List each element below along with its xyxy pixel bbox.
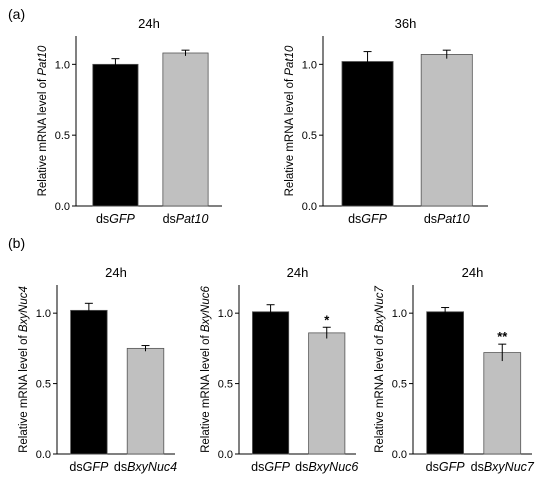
significance-marker: *: [324, 312, 330, 327]
y-axis-label-gene: BxyNuc6: [200, 285, 212, 332]
bar-BxyNuc6: [308, 332, 346, 455]
category-prefix: ds: [114, 460, 127, 474]
category-prefix: ds: [295, 460, 308, 474]
category-gene: Pat10: [437, 212, 470, 226]
significance-marker: **: [497, 329, 508, 344]
chart-1: 0.0 0.5 1.0 24h Relative mRNA level of Pat10…: [37, 16, 222, 226]
category-gene: BxyNuc4: [127, 460, 177, 474]
category-label: dsPat10: [163, 212, 209, 226]
y-tick-label: 1.0: [302, 59, 317, 71]
y-axis-label-prefix: Relative mRNA level of: [37, 76, 49, 197]
category-gene: BxyNuc7: [484, 460, 535, 474]
category-prefix: ds: [251, 460, 264, 474]
category-label: dsBxyNuc4: [114, 460, 177, 474]
bar-GFP: [92, 63, 139, 207]
chart-title: 24h: [287, 265, 309, 280]
y-tick-label: 0.5: [392, 379, 407, 391]
y-axis-label-prefix: Relative mRNA level of: [18, 332, 30, 453]
category-prefix: ds: [471, 460, 484, 474]
y-tick-label: 0.0: [302, 201, 317, 213]
y-tick-label: 1.0: [392, 308, 407, 320]
category-gene: GFP: [83, 460, 109, 474]
chart-5: 0.0 0.5 1.0 24h Relative mRNA level of BxyNu…: [374, 265, 535, 474]
bar-GFP: [252, 311, 290, 455]
y-axis-label-gene: Pat10: [284, 45, 296, 76]
chart-3: 0.0 0.5 1.0 24h Relative mRNA level of BxyNu…: [18, 265, 177, 474]
y-axis-label-prefix: Relative mRNA level of: [374, 332, 386, 453]
category-gene: GFP: [361, 212, 387, 226]
chart-title: 24h: [462, 265, 484, 280]
category-prefix: ds: [163, 212, 176, 226]
category-label: dsGFP: [348, 212, 388, 226]
category-gene: BxyNuc6: [308, 460, 358, 474]
chart-4: 0.0 0.5 1.0 24h Relative mRNA level of BxyNu…: [200, 265, 358, 474]
category-label: dsGFP: [69, 460, 109, 474]
y-tick-label: 0.5: [218, 379, 233, 391]
y-axis-label: Relative mRNA level of Pat10: [284, 45, 296, 196]
category-label: dsPat10: [424, 212, 470, 226]
y-tick-label: 1.0: [55, 59, 70, 71]
y-axis-label-prefix: Relative mRNA level of: [200, 332, 212, 453]
category-prefix: ds: [96, 212, 109, 226]
category-gene: Pat10: [176, 212, 209, 226]
category-prefix: ds: [424, 212, 437, 226]
category-prefix: ds: [348, 212, 361, 226]
y-axis-label-gene: BxyNuc7: [374, 285, 386, 332]
y-tick-label: 1.0: [218, 308, 233, 320]
y-tick-label: 0.0: [55, 201, 70, 213]
bar-BxyNuc4: [126, 347, 165, 455]
chart-2: 0.0 0.5 1.0 36h Relative mRNA level of Pat10…: [284, 16, 488, 226]
category-label: dsGFP: [251, 460, 291, 474]
category-gene: GFP: [264, 460, 290, 474]
category-label: dsGFP: [96, 212, 136, 226]
y-tick-label: 0.5: [302, 130, 317, 142]
category-gene: GFP: [109, 212, 135, 226]
category-gene: GFP: [439, 460, 465, 474]
y-tick-label: 0.0: [218, 449, 233, 461]
chart-title: 24h: [138, 16, 160, 31]
panel-label-a: (a): [8, 6, 25, 22]
bar-Pat10: [162, 52, 209, 207]
category-label: dsGFP: [426, 460, 466, 474]
category-label: dsBxyNuc7: [471, 460, 535, 474]
category-label: dsBxyNuc6: [295, 460, 358, 474]
y-tick-label: 0.5: [55, 130, 70, 142]
bar-BxyNuc7: [483, 352, 522, 455]
chart-title: 36h: [395, 16, 417, 31]
y-tick-label: 0.5: [36, 379, 51, 391]
y-axis-label-prefix: Relative mRNA level of: [284, 76, 296, 197]
panel-label-b: (b): [8, 235, 25, 251]
bar-GFP: [426, 311, 464, 455]
y-tick-label: 0.0: [36, 449, 51, 461]
y-tick-label: 1.0: [36, 308, 51, 320]
chart-title: 24h: [105, 265, 127, 280]
y-axis-label: Relative mRNA level of BxyNuc4: [18, 286, 30, 453]
category-prefix: ds: [426, 460, 439, 474]
y-axis-label-gene: BxyNuc4: [18, 286, 30, 332]
y-tick-label: 0.0: [392, 449, 407, 461]
y-axis-label: Relative mRNA level of BxyNuc7: [374, 285, 386, 452]
y-axis-label-gene: Pat10: [37, 45, 49, 76]
bar-GFP: [341, 61, 394, 207]
category-prefix: ds: [69, 460, 82, 474]
bar-GFP: [70, 309, 108, 455]
bar-Pat10: [420, 54, 473, 207]
y-axis-label: Relative mRNA level of BxyNuc6: [200, 285, 212, 452]
y-axis-label: Relative mRNA level of Pat10: [37, 45, 49, 196]
